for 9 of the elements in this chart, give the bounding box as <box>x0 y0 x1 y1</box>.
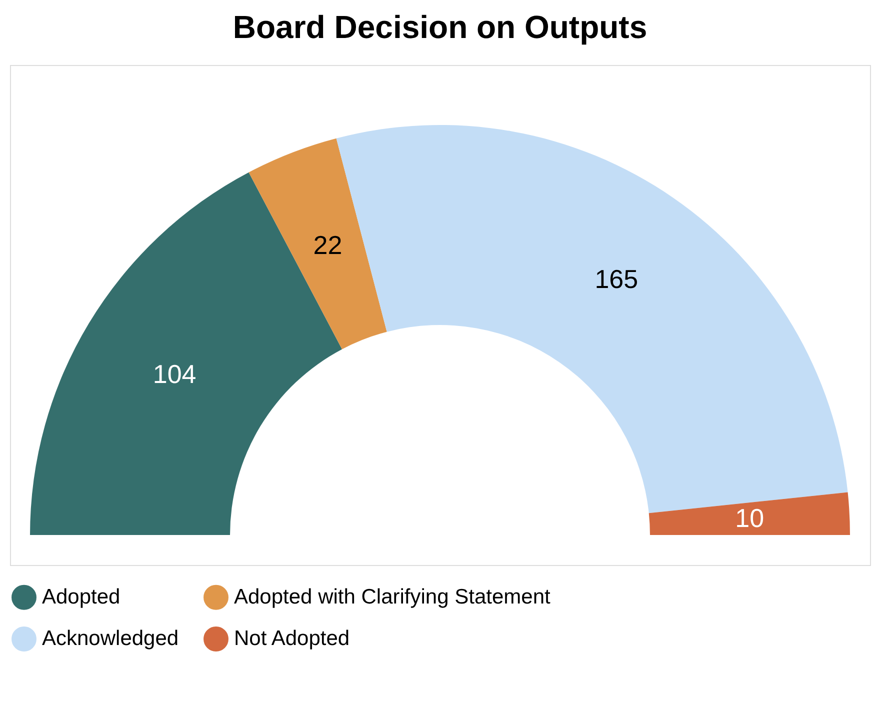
data-label: 10 <box>735 502 764 533</box>
legend-label: Not Adopted <box>234 627 350 650</box>
data-label: 22 <box>313 230 342 260</box>
data-label: 165 <box>594 264 638 294</box>
legend-label: Acknowledged <box>42 627 179 650</box>
legend-label: Adopted <box>42 585 120 608</box>
chart-title: Board Decision on Outputs <box>232 9 648 45</box>
data-label: 104 <box>152 358 196 389</box>
legend-label: Adopted with Clarifying Statement <box>234 585 550 608</box>
